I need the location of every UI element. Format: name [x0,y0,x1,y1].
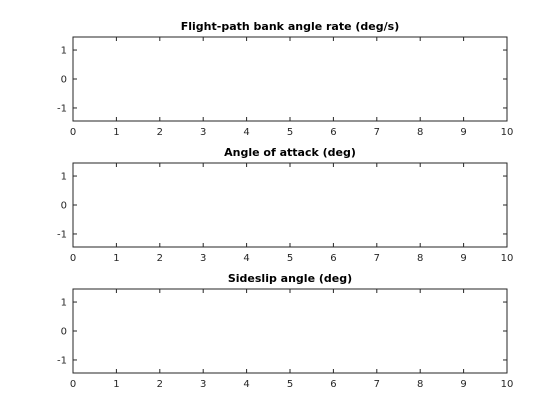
y-tick-label: 1 [61,298,67,309]
x-tick-label: 3 [200,127,206,138]
x-tick-label: 0 [70,253,76,264]
axes-box [72,162,508,248]
x-tick-label: 8 [417,127,423,138]
x-tick-label: 2 [157,253,163,264]
x-tick-label: 0 [70,127,76,138]
x-tick-label: 10 [501,379,514,390]
subplot-title: Sideslip angle (deg) [228,272,352,285]
x-tick-label: 9 [460,253,466,264]
y-tick-label: -1 [57,103,67,114]
y-tick-label: -1 [57,355,67,366]
x-tick-label: 9 [460,127,466,138]
x-tick-label: 7 [374,379,380,390]
y-tick-label: -1 [57,229,67,240]
subplot-2: 0 1 2 3 4 5 6 7 8 9 10 -1 0 1 Angle of attack (deg) [57,146,513,264]
y-tick-label: 1 [61,46,67,57]
x-tick-label: 5 [287,127,293,138]
y-tick-label: 1 [61,172,67,183]
subplot-title: Flight-path bank angle rate (deg/s) [181,20,400,33]
x-tick-label: 1 [113,127,119,138]
x-tick-label: 9 [460,379,466,390]
x-tick-label: 2 [157,127,163,138]
x-tick-label: 10 [501,253,514,264]
y-tick-label: 0 [61,327,67,338]
x-tick-label: 8 [417,379,423,390]
x-tick-label: 6 [330,127,336,138]
x-tick-label: 0 [70,379,76,390]
x-tick-label: 4 [243,253,249,264]
x-tick-label: 5 [287,253,293,264]
x-tick-label: 4 [243,127,249,138]
subplot-3: 0 1 2 3 4 5 6 7 8 9 10 -1 0 1 Sideslip angle (deg) [57,272,513,390]
x-tick-label: 1 [113,253,119,264]
x-tick-label: 10 [501,127,514,138]
axes-box [72,36,508,122]
x-tick-label: 6 [330,253,336,264]
subplot-title: Angle of attack (deg) [224,146,356,159]
x-tick-label: 3 [200,253,206,264]
x-tick-label: 7 [374,253,380,264]
x-tick-label: 8 [417,253,423,264]
x-tick-label: 1 [113,379,119,390]
x-tick-label: 4 [243,379,249,390]
axes-box [72,288,508,374]
y-tick-label: 0 [61,201,67,212]
x-tick-label: 2 [157,379,163,390]
x-tick-label: 7 [374,127,380,138]
y-tick-label: 0 [61,75,67,86]
x-tick-label: 6 [330,379,336,390]
subplot-1: 0 1 2 3 4 5 6 7 8 9 10 -1 0 1 Flight-path bank angle r… [57,20,513,138]
x-tick-label: 3 [200,379,206,390]
x-tick-label: 5 [287,379,293,390]
